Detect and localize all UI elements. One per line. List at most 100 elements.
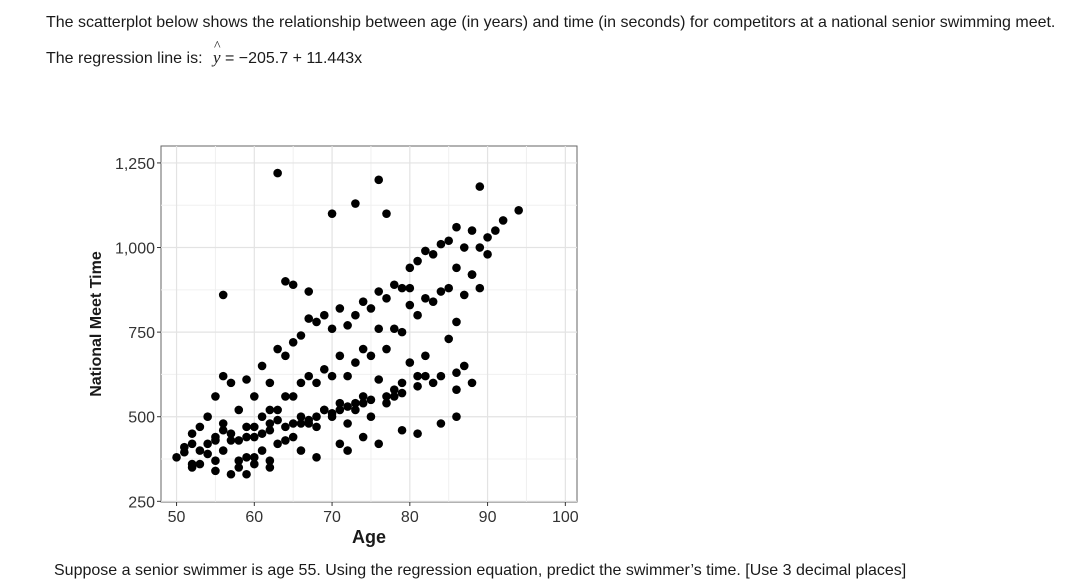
data-point	[335, 398, 345, 408]
data-point	[312, 378, 321, 388]
data-point	[265, 456, 275, 466]
data-point	[436, 371, 446, 381]
data-point	[288, 432, 298, 442]
data-point	[327, 324, 337, 334]
data-point	[281, 422, 290, 432]
data-point	[382, 344, 391, 354]
data-point	[382, 209, 391, 218]
y-tick-label: 250	[128, 494, 155, 511]
data-point	[273, 439, 282, 449]
data-point	[211, 392, 220, 401]
data-point	[382, 398, 391, 408]
data-point	[187, 439, 197, 449]
data-point	[405, 283, 415, 293]
data-point	[382, 293, 391, 303]
data-point	[327, 409, 337, 418]
data-point	[180, 442, 189, 452]
data-point	[483, 233, 492, 242]
data-point	[452, 385, 461, 394]
data-point	[226, 378, 236, 388]
regression-prefix: The regression line is:	[46, 50, 203, 67]
data-point	[288, 280, 298, 290]
data-point	[428, 249, 438, 259]
data-point	[257, 412, 267, 422]
data-point	[389, 280, 399, 290]
data-point	[304, 287, 314, 296]
x-tick-label: 100	[552, 509, 579, 526]
data-point	[444, 236, 454, 246]
data-point	[281, 351, 290, 361]
data-points	[172, 168, 523, 479]
data-point	[304, 415, 314, 425]
data-point	[343, 419, 352, 428]
data-point	[421, 371, 430, 381]
data-point	[389, 392, 399, 401]
data-point	[242, 469, 251, 479]
data-point	[374, 324, 384, 334]
data-point	[273, 168, 282, 178]
data-point	[296, 378, 306, 388]
data-point	[195, 459, 205, 469]
data-point	[242, 375, 251, 384]
data-point	[250, 432, 259, 442]
data-point	[374, 287, 384, 296]
data-point	[428, 378, 438, 388]
data-point	[281, 392, 290, 401]
data-point	[296, 331, 306, 340]
data-point	[421, 351, 430, 361]
data-point	[242, 422, 251, 432]
data-point	[296, 419, 306, 428]
data-point	[358, 398, 368, 408]
data-point	[288, 419, 298, 428]
data-point	[288, 392, 298, 401]
data-point	[366, 412, 376, 422]
data-point	[343, 446, 352, 455]
data-point	[421, 246, 430, 256]
x-tick-label: 80	[401, 509, 419, 526]
data-point	[475, 182, 485, 191]
data-point	[491, 226, 500, 235]
data-point	[483, 249, 492, 259]
data-point	[319, 310, 329, 320]
data-point	[335, 304, 345, 313]
data-point	[234, 405, 244, 415]
regression-equation: = −205.7 + 11.443x	[224, 50, 363, 67]
data-point	[187, 429, 197, 438]
data-point	[288, 337, 298, 347]
data-point	[467, 226, 477, 235]
data-point	[421, 293, 430, 303]
data-point	[335, 439, 345, 449]
axis-ticks: 50 60 70 80 90 100 250 500 750 1,000 1,250	[115, 156, 579, 526]
data-point	[436, 239, 446, 249]
data-point	[452, 263, 461, 273]
data-point	[304, 314, 314, 323]
data-point	[265, 425, 275, 435]
data-point	[389, 385, 399, 394]
data-point	[366, 351, 376, 361]
data-point	[397, 327, 407, 337]
data-point	[203, 412, 212, 422]
data-point	[319, 405, 329, 415]
data-point	[304, 371, 314, 381]
data-point	[257, 361, 267, 371]
data-point	[374, 375, 384, 384]
data-point	[397, 425, 407, 435]
data-point	[195, 446, 205, 455]
data-point	[358, 297, 368, 306]
data-point	[218, 419, 228, 428]
data-point	[514, 205, 523, 215]
y-tick-label: 1,250	[115, 156, 155, 173]
data-point	[452, 317, 461, 327]
data-point	[296, 446, 306, 455]
data-point	[312, 412, 321, 422]
data-point	[351, 310, 360, 320]
data-point	[234, 436, 244, 445]
x-tick-label: 50	[168, 509, 186, 526]
data-point	[226, 429, 236, 438]
x-tick-label: 90	[479, 509, 497, 526]
data-point	[312, 317, 321, 327]
data-point	[187, 463, 197, 472]
y-tick-label: 500	[128, 410, 155, 427]
data-point	[436, 419, 446, 428]
data-point	[203, 439, 212, 449]
